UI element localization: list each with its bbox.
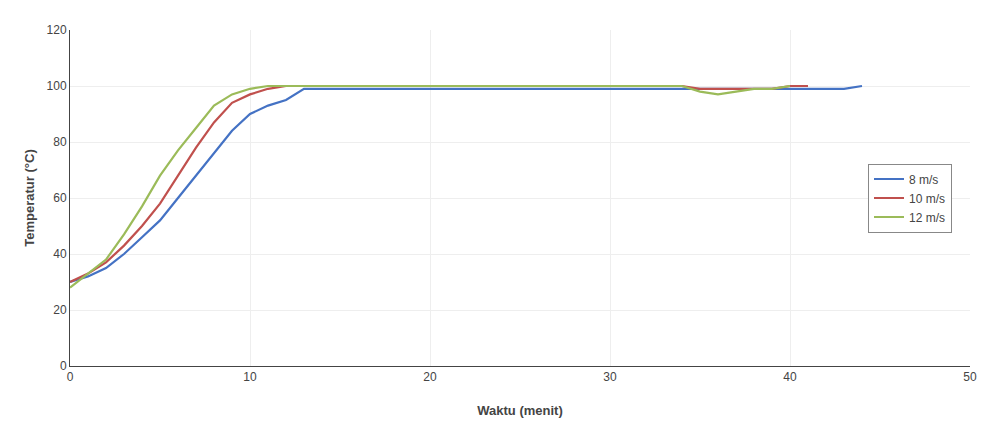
svg-text:0: 0 xyxy=(60,359,67,373)
svg-text:60: 60 xyxy=(53,191,67,205)
svg-text:Temperatur (°C): Temperatur (°C) xyxy=(22,149,37,246)
svg-text:20: 20 xyxy=(423,370,437,384)
svg-text:10 m/s: 10 m/s xyxy=(909,192,945,206)
svg-text:Waktu (menit): Waktu (menit) xyxy=(477,403,562,418)
svg-text:100: 100 xyxy=(47,79,67,93)
svg-text:0: 0 xyxy=(67,370,74,384)
svg-text:120: 120 xyxy=(47,23,67,37)
svg-text:12 m/s: 12 m/s xyxy=(909,211,945,225)
svg-text:80: 80 xyxy=(53,135,67,149)
svg-text:40: 40 xyxy=(783,370,797,384)
svg-text:20: 20 xyxy=(53,303,67,317)
svg-text:40: 40 xyxy=(53,247,67,261)
svg-text:50: 50 xyxy=(963,370,977,384)
svg-text:10: 10 xyxy=(243,370,257,384)
svg-text:8 m/s: 8 m/s xyxy=(909,173,938,187)
svg-text:30: 30 xyxy=(603,370,617,384)
